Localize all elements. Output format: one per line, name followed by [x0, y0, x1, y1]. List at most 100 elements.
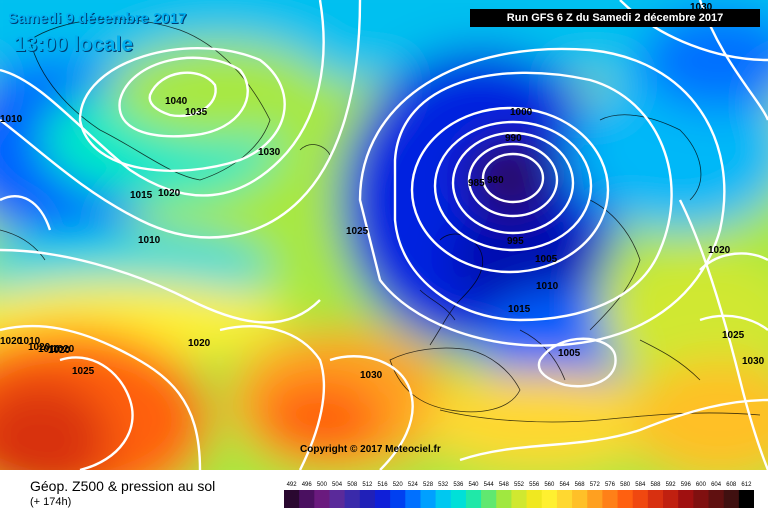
isobar-labels: 980 985 990 995 1000 1005 1010 1015 1040… [0, 2, 765, 381]
coastlines [0, 18, 761, 423]
isobar-label: 1020 [28, 342, 51, 353]
legend-swatch [526, 490, 543, 508]
legend-swatch [299, 490, 315, 508]
legend-tick-label: 536 [453, 482, 464, 488]
isobar-label: 1030 [360, 370, 383, 381]
legend-swatch [678, 490, 694, 508]
low-label: 1010 [536, 281, 559, 292]
isobar-label: 1005 [558, 348, 581, 359]
isobar-label: 1010 [38, 344, 61, 355]
isobar-label: 1015 [130, 190, 153, 201]
legend-swatch [617, 490, 634, 508]
footer: Géop. Z500 & pression au sol (+ 174h) 49… [0, 470, 768, 512]
legend-tick-label: 588 [650, 482, 661, 488]
legend-tick-label: 492 [287, 482, 298, 488]
geopotential-field [0, 0, 768, 470]
legend-tick-label: 580 [620, 482, 631, 488]
legend-swatch [708, 490, 725, 508]
pressure-map: 980 985 990 995 1000 1005 1010 1015 1040… [0, 0, 768, 470]
isobar-label: 1020 [188, 338, 211, 349]
legend-tick-label: 612 [741, 482, 752, 488]
legend-swatch [435, 490, 452, 508]
legend-tick-label: 552 [514, 482, 525, 488]
legend-tick-label: 572 [590, 482, 601, 488]
legend-swatch [359, 490, 376, 508]
legend-swatch [541, 490, 558, 508]
isobar-label: 1020 [158, 188, 181, 199]
low-label: 985 [468, 178, 485, 189]
isobar-label: 1030 [258, 147, 281, 158]
isobar-label: 1010 [138, 235, 161, 246]
legend-tick-label: 520 [393, 482, 404, 488]
isobar-label: 1030 [742, 356, 765, 367]
legend-tick-label: 496 [302, 482, 313, 488]
isobar-label: 1010 [0, 114, 23, 125]
legend-tick-label: 532 [438, 482, 449, 488]
legend-swatch [632, 490, 649, 508]
legend-swatch [556, 490, 573, 508]
isobar-label: 1040 [165, 96, 188, 107]
isobar-label: 1025 [722, 330, 745, 341]
legend-tick-label: 528 [423, 482, 434, 488]
model-run-label: Run GFS 6 Z du Samedi 2 décembre 2017 [470, 9, 760, 27]
low-label: 1015 [508, 304, 531, 315]
legend-tick-label: 576 [605, 482, 616, 488]
legend-tick-label: 524 [408, 482, 419, 488]
low-label: 1005 [535, 254, 558, 265]
legend-tick-label: 604 [711, 482, 722, 488]
legend-tick-label: 608 [726, 482, 737, 488]
legend-swatch [647, 490, 664, 508]
legend-swatch [481, 490, 497, 508]
legend-swatch [420, 490, 437, 508]
legend-swatch [450, 490, 467, 508]
legend-tick-label: 568 [575, 482, 586, 488]
legend-swatch [663, 490, 679, 508]
legend-swatch [405, 490, 421, 508]
low-label: 990 [505, 133, 522, 144]
color-legend: 492 496 500 504 508 512 516 520 524 528 532 536 540 5… [284, 482, 754, 508]
forecast-time: 13:00 locale [14, 33, 134, 56]
legend-swatch [465, 490, 482, 508]
legend-swatch [374, 490, 391, 508]
legend-tick-label: 508 [347, 482, 358, 488]
legend-swatch [511, 490, 528, 508]
legend-swatch [693, 490, 710, 508]
legend-tick-label: 512 [362, 482, 373, 488]
legend-swatch [284, 490, 300, 508]
legend-swatch [602, 490, 619, 508]
legend-swatch [738, 490, 754, 508]
legend-tick-label: 600 [696, 482, 707, 488]
legend-tick-label: 516 [378, 482, 389, 488]
isobars [0, 0, 768, 470]
legend-tick-label: 540 [469, 482, 480, 488]
low-label: 1000 [510, 107, 533, 118]
legend-swatch [390, 490, 406, 508]
legend-swatch [572, 490, 588, 508]
lead-time: (+ 174h) [30, 496, 72, 508]
legend-swatch [723, 490, 740, 508]
legend-swatch [314, 490, 330, 508]
legend-tick-label: 584 [635, 482, 646, 488]
low-label: 980 [487, 175, 504, 186]
isobar-label: 1020 [52, 344, 75, 355]
isobar-label: 1010 [18, 336, 41, 347]
copyright-notice: Copyright © 2017 Meteociel.fr [300, 444, 441, 455]
forecast-date: Samedi 9 décembre 2017 [8, 10, 187, 27]
legend-swatch [496, 490, 512, 508]
legend-tick-label: 544 [484, 482, 495, 488]
legend-tick-label: 596 [681, 482, 692, 488]
isobar-label: 1020 [48, 345, 71, 356]
legend-swatch [329, 490, 346, 508]
legend-tick-label: 548 [499, 482, 510, 488]
legend-tick-label: 556 [529, 482, 540, 488]
isobar-label: 1020 [0, 336, 23, 347]
isobar-label: 1020 [708, 245, 731, 256]
product-title: Géop. Z500 & pression au sol [30, 478, 216, 494]
legend-swatch [587, 490, 603, 508]
isobar-label: 1035 [185, 107, 208, 118]
legend-tick-label: 504 [332, 482, 343, 488]
isobar-label: 1030 [690, 2, 713, 13]
legend-tick-label: 560 [544, 482, 555, 488]
isobar-label: 1025 [72, 366, 95, 377]
